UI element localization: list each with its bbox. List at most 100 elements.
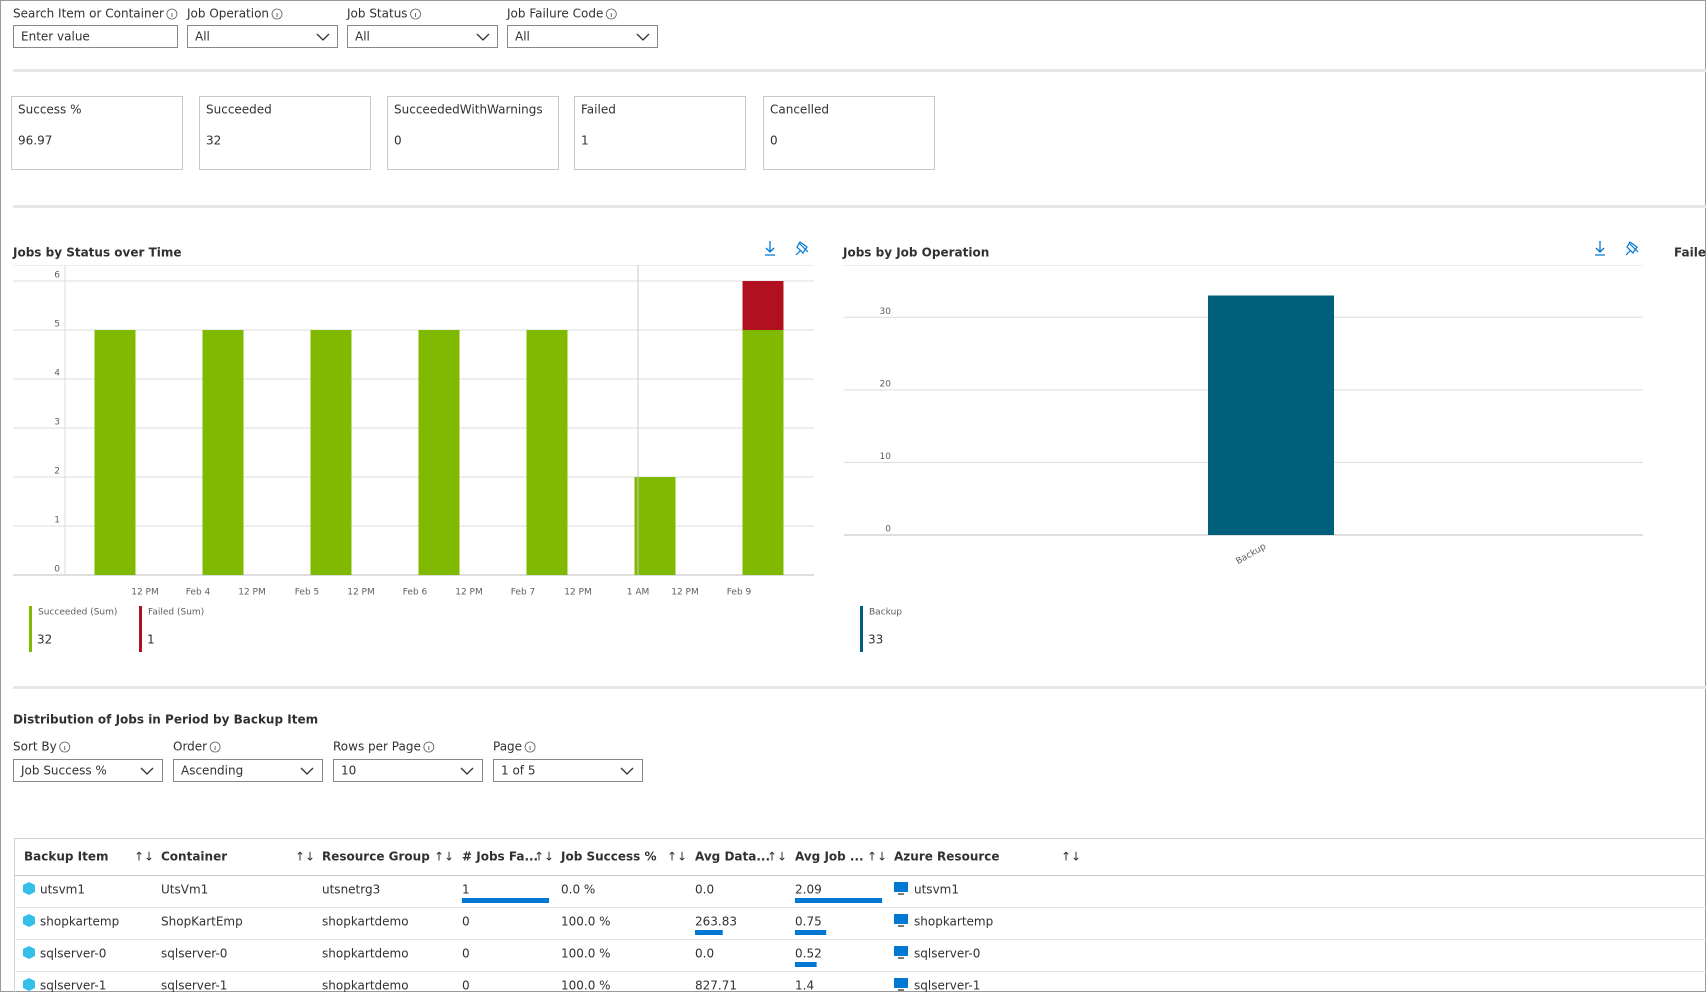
legend-total: 32 bbox=[37, 633, 52, 647]
resource-link[interactable]: utsvm1 bbox=[40, 883, 85, 897]
dropdown-value: 10 bbox=[341, 764, 356, 778]
field-label: Order bbox=[173, 740, 207, 754]
filter-box[interactable] bbox=[507, 25, 658, 48]
y-tick-label: 0 bbox=[54, 565, 60, 575]
filter-box[interactable] bbox=[13, 25, 178, 48]
vm-icon bbox=[898, 925, 904, 927]
bar bbox=[742, 281, 784, 330]
vm-icon bbox=[898, 989, 904, 991]
resource-link[interactable]: sqlserver-0 bbox=[914, 947, 980, 961]
dropdown-value: 1 of 5 bbox=[501, 764, 535, 778]
cell: sqlserver-0 bbox=[161, 947, 227, 961]
legend-label: Succeeded (Sum) bbox=[38, 608, 117, 618]
separator bbox=[13, 69, 1706, 72]
x-tick-label: 12 PM bbox=[564, 588, 592, 598]
info-icon bbox=[423, 741, 435, 753]
bar bbox=[634, 477, 676, 575]
chevron bbox=[316, 33, 330, 41]
sort-icon[interactable]: ↑↓ bbox=[295, 850, 315, 864]
filter-box[interactable] bbox=[187, 25, 338, 48]
sort-icon[interactable]: ↑↓ bbox=[134, 850, 154, 864]
kpi-label: Succeeded bbox=[206, 103, 272, 117]
bar bbox=[94, 330, 136, 575]
sort-icon[interactable]: ↑↓ bbox=[434, 850, 454, 864]
kpi-value: 0 bbox=[770, 134, 778, 148]
cell: 0.0 % bbox=[561, 883, 595, 897]
x-tick-label: Feb 7 bbox=[511, 588, 536, 598]
kpi-card bbox=[574, 96, 746, 170]
section-title: Distribution of Jobs in Period by Backup… bbox=[13, 713, 318, 727]
cell: UtsVm1 bbox=[161, 883, 208, 897]
sort-icon[interactable]: ↑↓ bbox=[767, 850, 787, 864]
column-header: Avg Job ... bbox=[795, 850, 864, 864]
vm-icon bbox=[894, 914, 908, 924]
download-icon[interactable] bbox=[1595, 241, 1605, 256]
filter-box[interactable] bbox=[347, 25, 498, 48]
resource-link[interactable]: utsvm1 bbox=[914, 883, 959, 897]
kpi-card bbox=[199, 96, 371, 170]
field-label: Sort By bbox=[13, 740, 57, 754]
bar bbox=[526, 330, 568, 575]
resource-link[interactable]: sqlserver-1 bbox=[40, 979, 106, 992]
resource-link[interactable]: sqlserver-1 bbox=[914, 979, 980, 992]
sort-icon[interactable]: ↑↓ bbox=[534, 850, 554, 864]
y-tick-label: 4 bbox=[54, 369, 60, 379]
chart-title: Jobs by Status over Time bbox=[12, 246, 182, 260]
cell: 0.0 bbox=[695, 947, 714, 961]
pin-icon[interactable] bbox=[795, 241, 809, 256]
y-tick-label: 1 bbox=[54, 516, 60, 526]
sort-icon[interactable]: ↑↓ bbox=[1061, 850, 1081, 864]
kpi-label: Failed bbox=[581, 103, 616, 117]
chevron bbox=[620, 767, 634, 775]
bar bbox=[418, 330, 460, 575]
x-tick-label: Feb 6 bbox=[403, 588, 428, 598]
dropdown[interactable] bbox=[173, 759, 323, 782]
column-header: Job Success % bbox=[560, 850, 657, 864]
cell: shopkartdemo bbox=[322, 979, 409, 992]
filter-value: All bbox=[195, 30, 210, 44]
download-icon[interactable] bbox=[765, 241, 775, 256]
x-tick-label: 12 PM bbox=[347, 588, 375, 598]
resource-link[interactable]: shopkartemp bbox=[40, 915, 119, 929]
legend-label: Failed (Sum) bbox=[148, 608, 204, 618]
pin-icon[interactable] bbox=[1625, 241, 1639, 256]
legend-total: 1 bbox=[147, 633, 155, 647]
item-icon bbox=[23, 978, 35, 991]
info-icon bbox=[166, 8, 178, 20]
cell: shopkartdemo bbox=[322, 915, 409, 929]
dropdown[interactable] bbox=[13, 759, 163, 782]
cell: 100.0 % bbox=[561, 979, 611, 992]
data-bar bbox=[462, 898, 549, 903]
field-label: Job Status bbox=[346, 7, 408, 21]
column-header: Resource Group bbox=[322, 850, 430, 864]
chevron bbox=[460, 767, 474, 775]
vm-icon bbox=[898, 957, 904, 959]
kpi-value: 0 bbox=[394, 134, 402, 148]
resource-link[interactable]: shopkartemp bbox=[914, 915, 993, 929]
dropdown-value: Job Success % bbox=[20, 764, 107, 778]
column-header: Avg Data... bbox=[695, 850, 770, 864]
cell: 1 bbox=[462, 883, 470, 897]
info-icon bbox=[524, 741, 536, 753]
chart-title: Faile bbox=[1674, 246, 1706, 260]
sort-icon[interactable]: ↑↓ bbox=[667, 850, 687, 864]
data-bar bbox=[795, 930, 827, 935]
y-tick-label: 6 bbox=[54, 271, 60, 281]
dropdown[interactable] bbox=[333, 759, 483, 782]
x-tick-label: Feb 9 bbox=[727, 588, 752, 598]
resource-link[interactable]: sqlserver-0 bbox=[40, 947, 106, 961]
sort-icon[interactable]: ↑↓ bbox=[867, 850, 887, 864]
cell: 100.0 % bbox=[561, 947, 611, 961]
x-tick-label: 12 PM bbox=[131, 588, 159, 598]
vm-icon bbox=[894, 882, 908, 892]
dropdown[interactable] bbox=[493, 759, 643, 782]
filter-value: All bbox=[355, 30, 370, 44]
cell: utsnetrg3 bbox=[322, 883, 380, 897]
cell: 0.52 bbox=[795, 947, 822, 961]
chevron bbox=[476, 33, 490, 41]
x-tick-label: Feb 5 bbox=[295, 588, 320, 598]
field-label: Page bbox=[493, 740, 522, 754]
bar bbox=[1208, 295, 1334, 535]
column-header: Container bbox=[161, 850, 227, 864]
info-icon bbox=[271, 8, 283, 20]
